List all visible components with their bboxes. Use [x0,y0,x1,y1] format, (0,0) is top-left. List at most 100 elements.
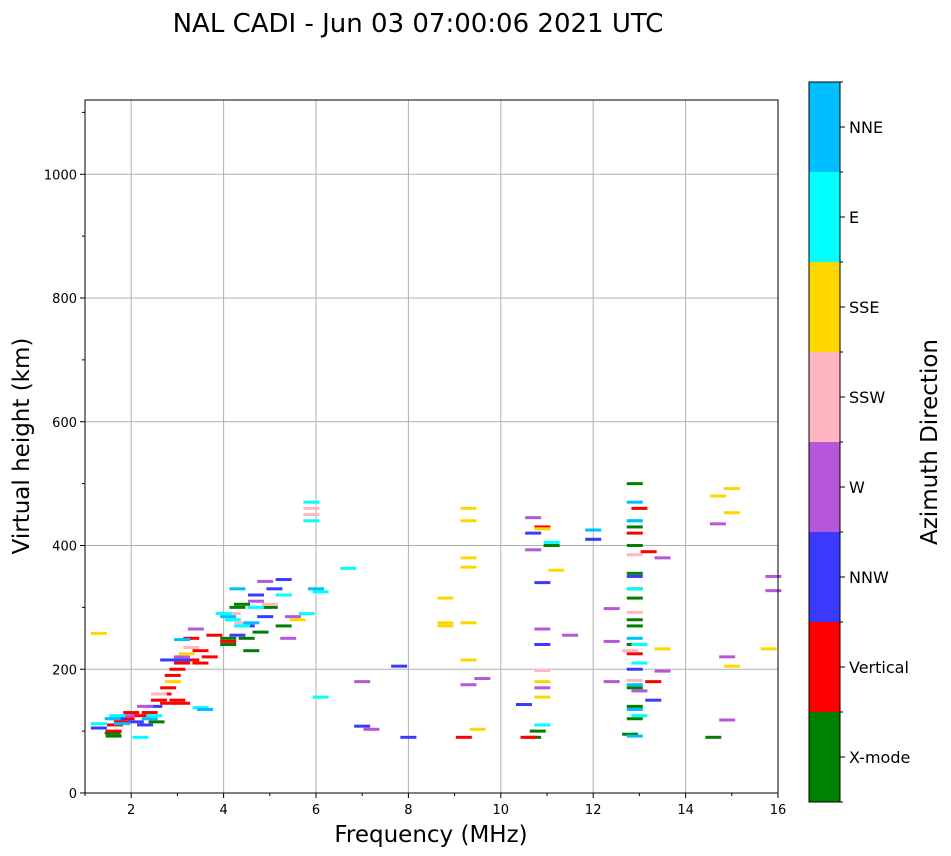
data-point-x-mode [543,544,560,547]
x-tick-label: 16 [770,803,787,818]
data-point-ssw [626,610,643,614]
colorbar-segment [809,262,840,352]
data-point-nnw [275,578,292,582]
data-point-e [631,714,648,718]
data-point-x-mode [234,602,251,606]
colorbar-label: NNW [849,568,889,587]
colorbar-segment [809,712,840,802]
data-point-sse [460,519,477,523]
data-point-nne [626,683,643,687]
data-point-x-mode [626,525,643,529]
data-point-x-mode [626,482,643,486]
x-tick-label: 14 [677,803,694,818]
data-point-vertical [174,701,191,705]
data-point-x-mode [104,731,121,735]
data-point-vertical [192,649,209,653]
data-point-x-mode [626,618,643,622]
data-point-vertical [132,714,149,718]
data-point-ssw [303,506,320,510]
data-point-w [654,556,671,560]
data-point-vertical [141,711,158,715]
data-point-e [275,593,292,597]
data-point-x-mode [705,735,722,739]
data-point-vertical [123,711,140,715]
colorbar-label: NNE [849,118,883,137]
data-point-sse [654,647,671,651]
data-point-w [280,636,297,640]
data-point-x-mode [622,732,639,736]
data-point-nne [141,717,158,721]
data-point-sse [437,624,454,628]
data-point-w [460,683,477,687]
data-point-nne [174,638,191,642]
data-point-w [631,689,648,693]
data-point-ssw [626,553,643,557]
x-tick-label: 10 [493,803,510,818]
data-point-sse [709,494,726,498]
data-point-e [303,519,320,523]
data-point-nnw [626,574,643,578]
data-point-w [474,677,491,681]
data-point-vertical [206,633,223,637]
data-point-vertical [201,655,218,659]
data-point-e [192,706,209,710]
colorbar-frame [808,81,841,803]
x-axis-ticks: 2 4 6 8 10 12 14 16 [84,793,787,818]
data-point-vertical [105,729,122,733]
data-point-vertical [174,661,191,665]
data-point-nnw [127,720,144,724]
data-point-w [719,655,736,659]
colorbar-segment [809,82,840,172]
y-tick-label: 1000 [44,168,77,183]
data-point-w [137,704,154,708]
data-point-nne [626,636,643,640]
x-tick-label: 4 [219,803,227,818]
data-point-sse [437,621,454,625]
y-axis-label: Virtual height (km) [9,338,35,555]
data-point-nnw [90,726,107,730]
data-point-e [626,587,643,591]
data-point-sse [460,565,477,569]
data-point-vertical [626,531,643,535]
data-point-vertical [520,735,537,739]
data-point-w [118,714,135,718]
data-point-nnw [229,633,246,637]
data-point-e [631,643,648,646]
data-point-e [234,624,251,628]
data-point-x-mode [229,605,246,609]
data-point-w [654,669,671,673]
data-point-x-mode [529,729,546,733]
data-point-nnw [354,724,371,728]
data-point-sse [437,596,454,600]
data-point-x-mode [148,720,165,724]
data-point-vertical [113,720,130,724]
data-point-vertical [645,680,662,684]
data-point-nnw [534,581,551,585]
data-point-e [303,500,320,504]
data-point-ssw [234,621,251,625]
data-point-vertical [169,698,186,702]
data-point-nnw [391,664,408,668]
data-point-x-mode [238,636,255,640]
colorbar-title: Azimuth Direction [917,339,943,545]
colorbar-label: Vertical [849,658,909,677]
data-point-ssw [303,513,320,517]
data-point-w [534,627,551,631]
data-point-nne [308,587,324,591]
data-point-nne [626,707,643,711]
data-point-e [534,723,551,727]
data-point-sse [469,727,486,731]
data-point-nnw [266,587,283,591]
data-point-vertical [160,686,177,690]
x-tick-label: 12 [585,803,602,818]
data-point-sse [723,487,740,491]
data-point-e [109,714,126,718]
data-point-x-mode [626,596,643,600]
data-point-w [363,727,380,731]
data-point-e [312,695,329,699]
data-point-nnw [585,537,602,541]
data-point-e [224,618,241,622]
data-point-x-mode [220,636,237,640]
data-point-nne [229,587,246,591]
